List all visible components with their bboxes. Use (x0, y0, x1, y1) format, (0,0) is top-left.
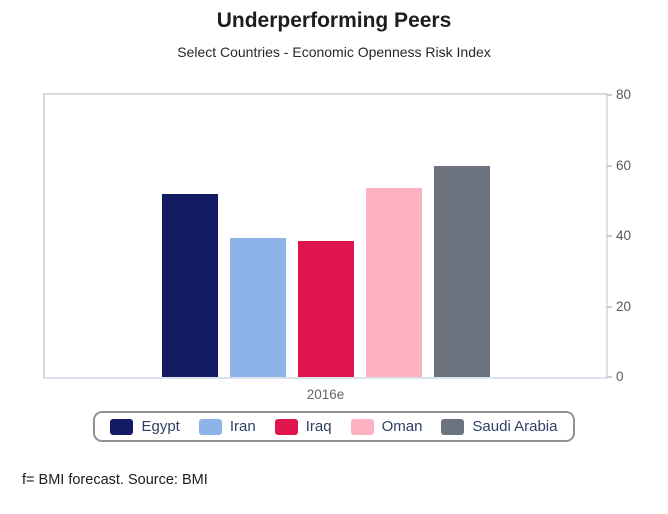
bar-oman (365, 188, 422, 377)
legend-item-oman: Oman (350, 418, 423, 435)
y-tick-label: 40 (616, 228, 632, 244)
legend-box: Egypt Iran Iraq Oman Saudi Arabia (93, 411, 575, 442)
y-tick-mark (606, 164, 612, 167)
y-tick-mark (606, 305, 612, 308)
legend-swatch-saudi-arabia (441, 418, 465, 435)
legend-swatch-egypt (110, 418, 134, 435)
bars-container (45, 95, 606, 377)
y-tick-label: 20 (616, 298, 632, 314)
bar-iraq (297, 241, 354, 377)
bar-iran (229, 237, 286, 377)
y-tick-mark (606, 94, 612, 96)
plot-area: 0 20 40 60 80 (43, 87, 631, 384)
legend-label: Iran (229, 418, 256, 435)
y-tick-label: 60 (616, 157, 632, 173)
legend: Egypt Iran Iraq Oman Saudi Arabia (0, 411, 668, 442)
legend-swatch-iran (198, 418, 222, 435)
legend-label: Saudi Arabia (472, 418, 558, 435)
bar-saudi-arabia (433, 165, 490, 377)
chart-title: Underperforming Peers (216, 9, 452, 32)
legend-item-iraq: Iraq (274, 418, 332, 435)
bar-egypt (161, 193, 218, 377)
chart-subtitle: Select Countries - Economic Openness Ris… (177, 44, 491, 60)
x-axis-category-label: 2016e (306, 387, 345, 402)
y-tick-label: 0 (616, 369, 624, 385)
legend-label: Iraq (305, 418, 332, 435)
legend-swatch-oman (350, 418, 374, 435)
y-tick-mark (606, 376, 612, 378)
legend-swatch-iraq (274, 418, 298, 435)
y-tick-mark (606, 235, 612, 237)
y-tick-label: 80 (616, 87, 632, 103)
legend-item-iran: Iran (198, 418, 256, 435)
legend-item-egypt: Egypt (110, 418, 180, 435)
legend-label: Egypt (141, 418, 180, 435)
legend-label: Oman (381, 418, 423, 435)
source-note: f= BMI forecast. Source: BMI (22, 472, 208, 488)
legend-item-saudi-arabia: Saudi Arabia (441, 418, 558, 435)
